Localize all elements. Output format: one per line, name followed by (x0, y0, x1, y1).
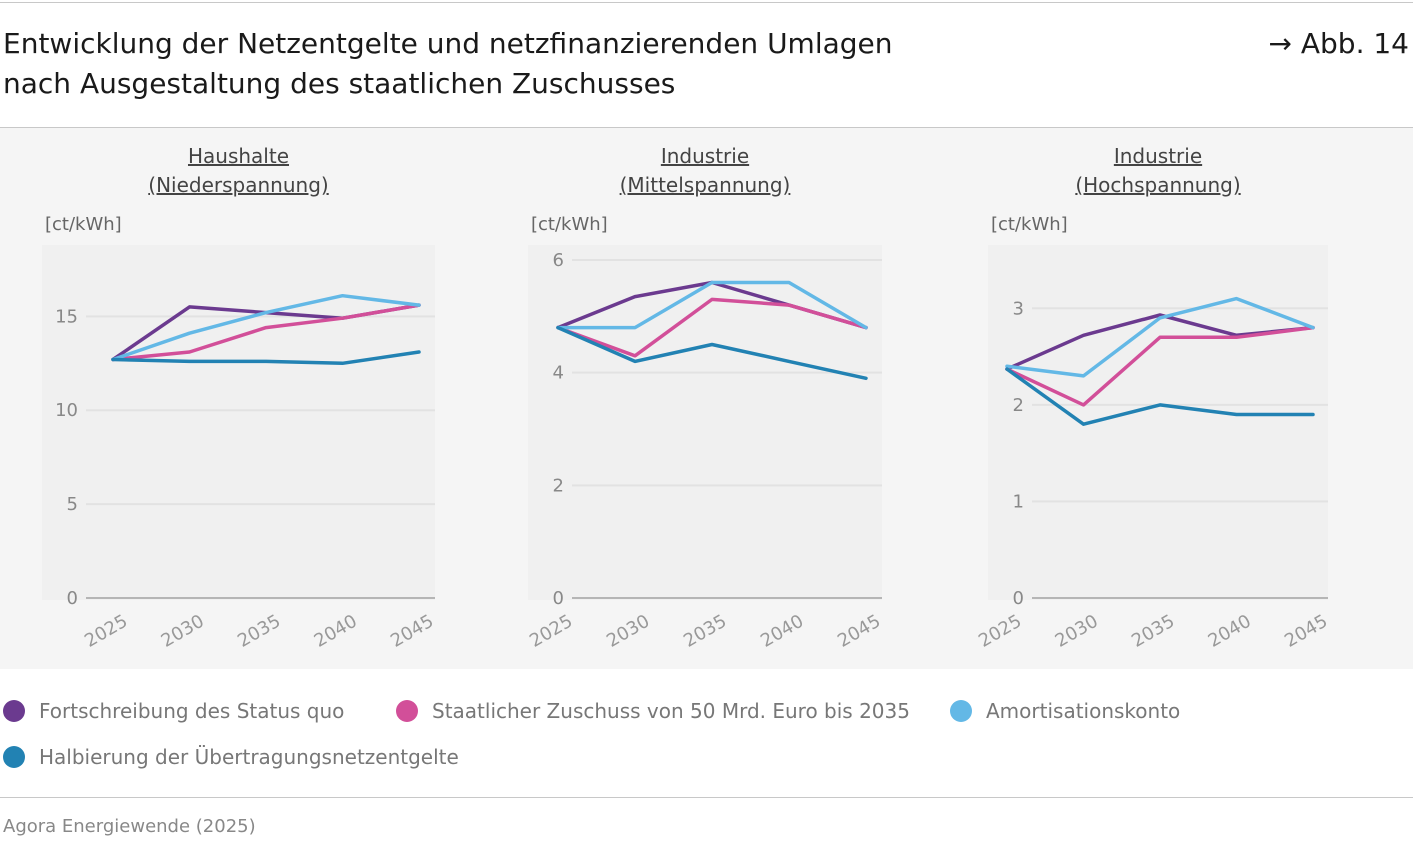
chart-title-line2: (Hochspannung) (1075, 173, 1240, 197)
legend-label: Staatlicher Zuschuss von 50 Mrd. Euro bi… (432, 699, 910, 723)
legend-item-3: Amortisationskonto (950, 699, 1180, 723)
series-line-halbierung-der-bertragungsnetzentgelte (111, 350, 421, 366)
figure-reference: → Abb. 14 (1268, 27, 1410, 60)
legend-label: Halbierung der Übertragungsnetzentgelte (39, 745, 459, 769)
x-tick-label: 2045 (387, 611, 437, 652)
charts: Haushalte(Niederspannung)[ct/kWh]0510152… (42, 144, 1332, 652)
x-tick-label: 2035 (1128, 611, 1178, 652)
x-tick-label: 2025 (975, 611, 1025, 652)
y-tick-label: 10 (55, 400, 78, 421)
x-tick-label: 2030 (1052, 611, 1102, 652)
chart-title-line2: (Mittelspannung) (620, 173, 791, 197)
legend: Fortschreibung des Status quo Staatlicher… (0, 695, 1413, 785)
figure-title-line1: Entwicklung der Netzentgelte und netzfin… (3, 27, 893, 60)
y-tick-label: 4 (553, 363, 564, 384)
x-tick-label: 2030 (603, 611, 653, 652)
legend-item-2: Staatlicher Zuschuss von 50 Mrd. Euro bi… (396, 699, 910, 723)
source-note: Agora Energiewende (2025) (3, 816, 256, 837)
x-tick-label: 2025 (81, 611, 131, 652)
y-tick-label: 1 (1013, 491, 1024, 512)
y-tick-label: 15 (55, 306, 78, 327)
x-tick-label: 2035 (234, 611, 284, 652)
x-tick-label: 2030 (158, 611, 208, 652)
chart-title-line1: Haushalte (188, 144, 289, 168)
y-axis-unit: [ct/kWh] (531, 214, 608, 235)
chart-1: Haushalte (Niederspannung) [ct/kWh] 0 5 10 15 2… (42, 144, 437, 652)
legend-swatch (3, 746, 25, 768)
legend-swatch (396, 700, 418, 722)
y-tick-label: 0 (1013, 588, 1024, 609)
x-tick-label: 2045 (834, 611, 884, 652)
figure-title: Entwicklung der Netzentgelte und netzfin… (3, 24, 1103, 104)
footer-rule (0, 797, 1413, 798)
x-tick-label: 2035 (680, 611, 730, 652)
chart-title-line1: Industrie (661, 144, 749, 168)
y-tick-label: 2 (553, 475, 564, 496)
y-tick-label: 3 (1013, 298, 1024, 319)
series-line-amortisationskonto (556, 280, 868, 330)
chart-2: Industrie (Mittelspannung) [ct/kWh] 0 2 4 6 202… (526, 144, 884, 652)
x-tick-label: 2040 (1205, 611, 1255, 652)
legend-swatch (3, 700, 25, 722)
legend-swatch (950, 700, 972, 722)
top-rule (0, 2, 1413, 3)
y-tick-label: 0 (553, 588, 564, 609)
series-line-halbierung-der-bertragungsnetzentgelte (556, 325, 868, 381)
y-axis-unit: [ct/kWh] (991, 214, 1068, 235)
series-line-halbierung-der-bertragungsnetzentgelte (1005, 367, 1315, 426)
x-tick-label: 2040 (311, 611, 361, 652)
plot-area (988, 245, 1328, 600)
series-line-staatlicher-zuschuss-von-50-mrd-euro-bis-2035 (556, 297, 868, 358)
y-tick-label: 2 (1013, 395, 1024, 416)
x-tick-label: 2045 (1281, 611, 1331, 652)
legend-label: Amortisationskonto (986, 699, 1181, 723)
series-line-staatlicher-zuschuss-von-50-mrd-euro-bis-2035 (111, 303, 421, 362)
series-line-amortisationskonto (1005, 296, 1315, 378)
chart-3: Industrie (Hochspannung) [ct/kWh] 0 1 2 3 2025 2… (975, 144, 1331, 652)
legend-item-1: Fortschreibung des Status quo (3, 699, 344, 723)
chart-title-line2: (Niederspannung) (148, 173, 328, 197)
figure-title-line2: nach Ausgestaltung des staatlichen Zusch… (3, 67, 676, 100)
header-rule (0, 127, 1413, 128)
legend-label: Fortschreibung des Status quo (39, 699, 345, 723)
y-axis-unit: [ct/kWh] (45, 214, 122, 235)
y-tick-label: 5 (67, 494, 78, 515)
x-tick-label: 2040 (757, 611, 807, 652)
x-tick-label: 2025 (526, 611, 576, 652)
chart-title-line1: Industrie (1114, 144, 1202, 168)
y-tick-label: 0 (67, 588, 78, 609)
series-line-amortisationskonto (111, 293, 421, 362)
plot-area (42, 245, 435, 600)
legend-item-4: Halbierung der Übertragungsnetzentgelte (3, 745, 459, 769)
series-line-staatlicher-zuschuss-von-50-mrd-euro-bis-2035 (1005, 325, 1315, 407)
plot-area (528, 245, 882, 600)
y-tick-label: 6 (553, 250, 564, 271)
